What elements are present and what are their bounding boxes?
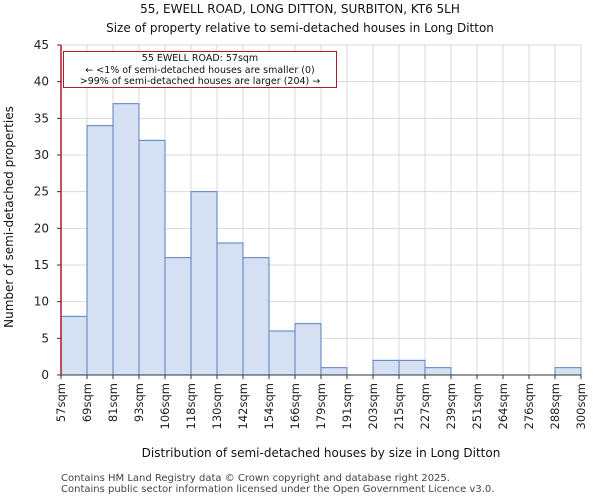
x-tick-label: 203sqm xyxy=(366,383,380,429)
annotation-line-2: ← <1% of semi-detached houses are smalle… xyxy=(85,64,315,76)
chart-title: 55, EWELL ROAD, LONG DITTON, SURBITON, K… xyxy=(140,2,460,16)
x-tick-label: 227sqm xyxy=(418,383,432,429)
histogram-bar xyxy=(424,367,452,376)
x-tick-label: 264sqm xyxy=(496,383,510,429)
x-tick-label: 251sqm xyxy=(470,383,484,429)
y-tick-label: 25 xyxy=(34,185,49,199)
y-axis-label-text: Number of semi-detached properties xyxy=(2,106,16,328)
x-tick-label: 239sqm xyxy=(444,383,458,429)
footer-line-2: Contains public sector information licen… xyxy=(61,484,495,495)
histogram-bar xyxy=(398,359,426,376)
chart-subtitle: Size of property relative to semi-detach… xyxy=(106,21,494,35)
y-tick-label: 0 xyxy=(41,368,49,382)
x-tick-label: 130sqm xyxy=(210,383,224,429)
histogram-bar xyxy=(372,359,400,376)
x-tick-label: 118sqm xyxy=(184,383,198,429)
histogram-bar xyxy=(164,257,192,376)
y-tick-label: 20 xyxy=(34,221,49,235)
x-tick-label: 154sqm xyxy=(262,383,276,429)
x-tick-label: 179sqm xyxy=(314,383,328,429)
histogram-bar xyxy=(554,367,582,376)
x-tick-label: 106sqm xyxy=(158,383,172,429)
histogram-bar xyxy=(190,191,218,376)
y-tick-label: 35 xyxy=(34,111,49,125)
histogram-bar xyxy=(86,125,114,376)
x-tick-label: 142sqm xyxy=(236,383,250,429)
histogram-bar xyxy=(138,139,166,376)
histogram-bar xyxy=(320,367,348,376)
y-tick-label: 40 xyxy=(34,75,49,89)
x-tick-label: 191sqm xyxy=(340,383,354,429)
x-tick-label: 288sqm xyxy=(548,383,562,429)
histogram-bar xyxy=(60,315,88,376)
y-tick-label: 15 xyxy=(34,258,49,272)
y-tick-label: 30 xyxy=(34,148,49,162)
x-tick-label: 57sqm xyxy=(54,383,68,422)
x-tick-label: 166sqm xyxy=(288,383,302,429)
x-tick-label: 300sqm xyxy=(574,383,588,429)
x-tick-label: 81sqm xyxy=(106,383,120,422)
y-tick-label: 5 xyxy=(41,331,49,345)
histogram-bar xyxy=(294,323,322,376)
histogram-bar xyxy=(268,330,296,376)
x-tick-label: 276sqm xyxy=(522,383,536,429)
annotation-line-1: 55 EWELL ROAD: 57sqm xyxy=(141,53,259,64)
x-axis-label: Distribution of semi-detached houses by … xyxy=(141,446,501,460)
annotation-line-3: >99% of semi-detached houses are larger … xyxy=(79,76,321,87)
footer-line-1: Contains HM Land Registry data © Crown c… xyxy=(61,473,450,484)
y-tick-label: 10 xyxy=(34,295,49,309)
histogram-bar xyxy=(242,257,270,376)
histogram-bar xyxy=(112,103,140,376)
x-tick-label: 69sqm xyxy=(80,383,94,422)
y-tick-label: 45 xyxy=(34,38,49,52)
x-tick-label: 215sqm xyxy=(392,383,406,429)
x-tick-label: 93sqm xyxy=(132,383,146,422)
property-annotation-box: 55 EWELL ROAD: 57sqm ← <1% of semi-detac… xyxy=(63,51,337,88)
histogram-bar xyxy=(216,242,244,376)
